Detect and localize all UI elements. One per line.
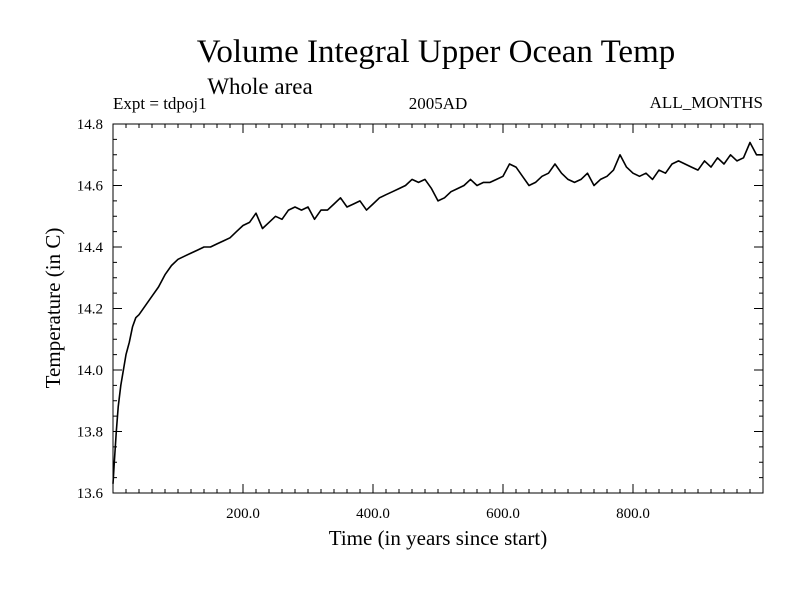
x-tick-label: 600.0 [486,506,520,522]
months-annotation: ALL_MONTHS [650,93,763,112]
y-tick-label: 13.6 [77,486,104,502]
y-tick-label: 14.2 [77,302,103,318]
plot-frame [112,123,764,494]
y-axis-ticks [113,123,763,494]
x-axis-label: Time (in years since start) [329,526,548,550]
chart-subtitle: Whole area [207,74,312,99]
x-tick-label: 400.0 [356,506,390,522]
x-tick-label: 800.0 [616,506,650,522]
x-axis-tick-labels: 200.0 400.0 600.0 800.0 [226,506,650,522]
year-annotation: 2005AD [409,94,468,113]
y-axis-label: Temperature (in C) [41,228,65,389]
series-line-temperature [112,141,763,484]
y-tick-label: 13.8 [77,425,103,441]
y-tick-label: 14.4 [77,240,104,256]
y-tick-label: 14.8 [77,117,103,133]
chart-title: Volume Integral Upper Ocean Temp [197,34,675,70]
y-tick-label: 14.0 [77,363,103,379]
y-axis-tick-labels: 13.6 13.8 14.0 14.2 14.4 14.6 14.8 [77,117,104,502]
y-tick-label: 14.6 [77,179,104,195]
experiment-annotation: Expt = tdpoj1 [113,94,207,113]
x-axis-ticks [125,124,751,493]
x-tick-label: 200.0 [226,506,260,522]
